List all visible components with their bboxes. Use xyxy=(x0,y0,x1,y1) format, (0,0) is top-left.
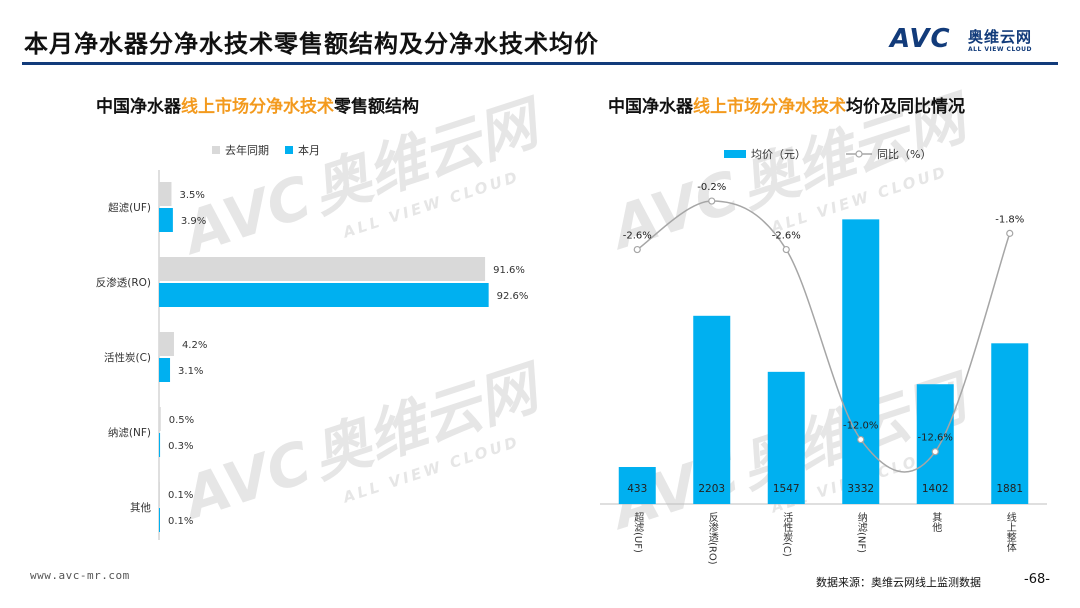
data-label: 3.9% xyxy=(181,216,206,227)
data-label: 4.2% xyxy=(182,340,207,351)
bar xyxy=(159,358,171,382)
data-label: 0.1% xyxy=(168,516,193,527)
logo-cn: 奥维云网 xyxy=(968,28,1033,46)
category-label: 纳滤(NF) xyxy=(855,511,867,553)
category-label: 纳滤(NF) xyxy=(108,426,151,439)
bar xyxy=(159,257,486,281)
bar xyxy=(842,219,880,505)
header-divider xyxy=(22,62,1058,65)
category-label: 其他 xyxy=(930,512,942,533)
bar xyxy=(159,433,161,457)
category-label: 活性炭(C) xyxy=(104,351,151,364)
logo-mark: AVC xyxy=(890,24,951,54)
bar xyxy=(159,283,489,307)
bar xyxy=(693,315,731,504)
bar-value-label: 1547 xyxy=(773,483,800,495)
bar xyxy=(159,182,172,206)
legend-swatch xyxy=(724,150,746,158)
bar xyxy=(159,482,160,506)
bar-value-label: 2203 xyxy=(698,483,725,495)
data-label: 0.1% xyxy=(168,490,193,501)
yoy-label: -0.2% xyxy=(697,182,726,193)
bar xyxy=(159,407,161,431)
page-title: 本月净水器分净水技术零售额结构及分净水技术均价 xyxy=(24,30,599,58)
bar-value-label: 1881 xyxy=(996,483,1023,495)
bar xyxy=(159,208,173,232)
legend-label: 去年同期 xyxy=(225,144,269,157)
legend-item-last-year: 去年同期 xyxy=(212,142,269,158)
right-chart-legend: 均价（元） 同比（%） xyxy=(724,146,947,162)
yoy-point xyxy=(708,197,716,205)
yoy-label: -12.0% xyxy=(843,421,878,432)
category-label: 反渗透(RO) xyxy=(96,276,151,289)
structure-bar-chart: 超滤(UF) 3.5% 3.9% 反渗透(RO) 91.6% 92.6% 活性炭(C) 4.2… xyxy=(96,170,529,540)
left-chart-legend: 去年同期 本月 xyxy=(212,142,336,158)
bar xyxy=(767,371,805,504)
bar-value-label: 433 xyxy=(627,483,647,495)
bar-value-label: 1402 xyxy=(922,483,949,495)
category-label: 其他 xyxy=(130,501,151,514)
left-chart-title: 中国净水器线上市场分净水技术零售额结构 xyxy=(96,97,419,117)
data-label: 91.6% xyxy=(493,265,525,276)
avc-logo: AVC 奥维云网 ALL VIEW CLOUD xyxy=(888,22,1058,58)
legend-swatch xyxy=(285,146,293,154)
bar-value-label: 3332 xyxy=(847,483,874,495)
right-chart-title: 中国净水器线上市场分净水技术均价及同比情况 xyxy=(608,97,965,117)
category-label: 活性炭(C) xyxy=(781,512,793,557)
data-label: 3.5% xyxy=(179,190,204,201)
yoy-point xyxy=(782,245,790,254)
price-combo-chart: 433 超滤(UF) 2203 反渗透(RO) 1547 活性炭(C) 3332 纳滤(NF)… xyxy=(600,182,1047,565)
legend-label: 本月 xyxy=(298,144,320,157)
legend-item-avg-price: 均价（元） xyxy=(724,146,806,162)
legend-label: 同比（%） xyxy=(877,148,932,161)
category-label: 超滤(UF) xyxy=(632,511,644,553)
yoy-label: -12.6% xyxy=(918,433,953,444)
legend-swatch xyxy=(212,146,220,154)
yoy-label: -1.8% xyxy=(995,214,1024,225)
page-number: -68- xyxy=(1024,572,1050,587)
yoy-point xyxy=(1006,229,1014,237)
bar xyxy=(991,343,1029,504)
legend-item-yoy: 同比（%） xyxy=(846,146,931,162)
yoy-point xyxy=(857,435,865,444)
data-label: 0.5% xyxy=(169,415,194,426)
yoy-point xyxy=(931,448,939,456)
yoy-label: -2.6% xyxy=(772,231,801,242)
data-source: 数据来源：奥维云网线上监测数据 xyxy=(816,576,981,589)
bar xyxy=(159,332,174,356)
bar xyxy=(916,384,954,504)
yoy-line xyxy=(636,200,1011,473)
legend-label: 均价（元） xyxy=(751,148,806,161)
category-label: 线上整体 xyxy=(1004,511,1016,553)
data-label: 0.3% xyxy=(168,441,193,452)
bar xyxy=(159,508,160,532)
category-label: 超滤(UF) xyxy=(108,201,151,214)
data-label: 92.6% xyxy=(497,291,529,302)
yoy-point xyxy=(633,245,641,254)
legend-line-swatch xyxy=(846,150,872,158)
footer-url: www.avc-mr.com xyxy=(30,569,130,582)
category-label: 反渗透(RO) xyxy=(706,512,718,565)
legend-item-this-month: 本月 xyxy=(285,142,320,158)
logo-en: ALL VIEW CLOUD xyxy=(968,46,1033,53)
data-label: 3.1% xyxy=(178,366,203,377)
yoy-label: -2.6% xyxy=(623,231,652,242)
bar xyxy=(618,467,656,504)
